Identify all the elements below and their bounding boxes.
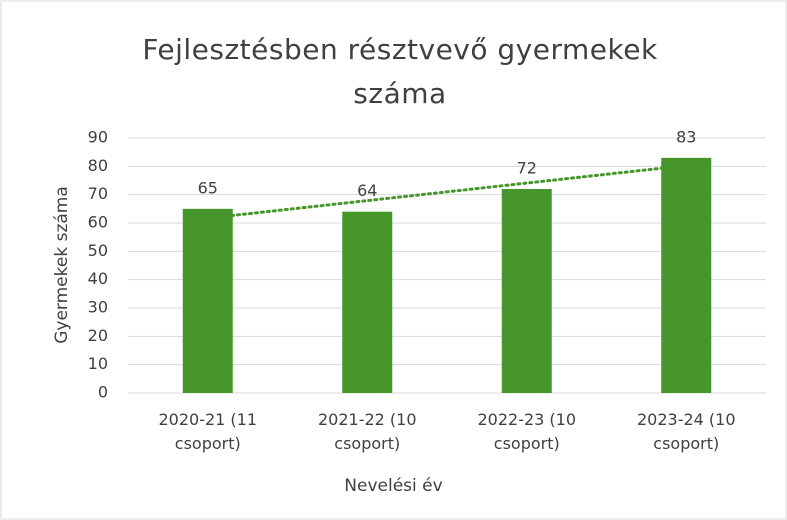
data-label: 83: [676, 127, 696, 146]
data-label: 65: [198, 178, 218, 197]
y-tick-label: 0: [98, 383, 108, 402]
data-label: 72: [517, 159, 537, 178]
x-axis-label: Nevelési év: [344, 476, 443, 496]
x-tick-label: 2020-21 (11 csoport): [158, 410, 258, 453]
bar: [342, 211, 393, 393]
bar: [661, 157, 712, 393]
x-tick-label: 2022-23 (10 csoport): [477, 410, 577, 453]
y-tick-label: 30: [88, 298, 108, 317]
y-tick-label: 10: [88, 354, 108, 373]
y-tick-label: 40: [88, 269, 108, 288]
y-tick-label: 20: [88, 326, 108, 345]
chart-title: Fejlesztésben résztvevő gyermekek száma: [142, 33, 658, 110]
y-axis-label: Gyermekek száma: [52, 186, 72, 344]
y-tick-label: 80: [88, 156, 108, 175]
y-tick-label: 90: [88, 128, 108, 147]
data-label: 64: [357, 181, 377, 200]
x-tick-label: 2021-22 (10 csoport): [317, 410, 417, 453]
y-tick-label: 70: [88, 184, 108, 203]
x-tick-label: 2023-24 (10 csoport): [636, 410, 736, 453]
bar: [501, 189, 552, 393]
y-tick-label: 60: [88, 213, 108, 232]
y-tick-label: 50: [88, 241, 108, 260]
bar: [182, 208, 233, 393]
trendline: [206, 163, 688, 220]
